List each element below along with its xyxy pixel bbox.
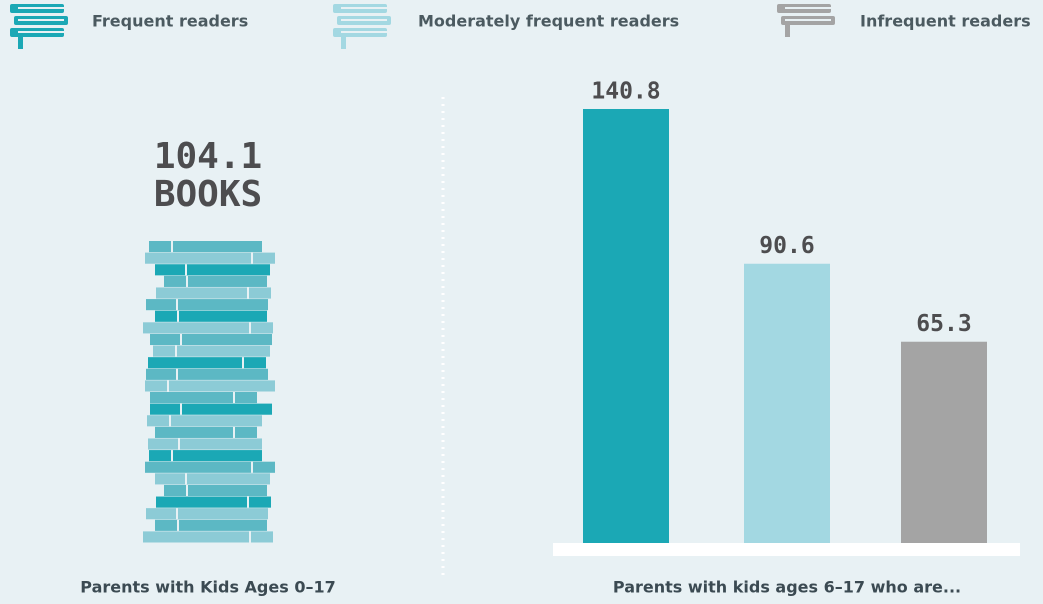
- baseline: [553, 543, 1020, 556]
- legend-icon: [341, 37, 346, 49]
- book: [145, 252, 275, 264]
- book-spine: [167, 380, 169, 392]
- book-spine: [177, 310, 179, 322]
- legend-icon: [18, 19, 64, 21]
- book: [164, 275, 267, 287]
- book-stack: [143, 241, 275, 543]
- book-spine: [171, 450, 173, 462]
- legend-label: Moderately frequent readers: [418, 12, 679, 31]
- legend-label: Infrequent readers: [860, 12, 1031, 31]
- book: [148, 438, 262, 450]
- legend-icon: [18, 37, 23, 49]
- legend-icon: [341, 7, 387, 9]
- legend-icon: [341, 19, 387, 21]
- book-spine: [186, 275, 188, 287]
- left-caption: Parents with Kids Ages 0–17: [80, 578, 335, 597]
- bar: [583, 109, 669, 543]
- book: [148, 357, 266, 369]
- legend-icon: [341, 31, 387, 33]
- book-spine: [249, 322, 251, 334]
- book-spine: [180, 333, 182, 346]
- legend-icon: [785, 7, 831, 9]
- value-label: 65.3: [916, 311, 971, 337]
- book-spine: [186, 484, 188, 497]
- book: [155, 473, 270, 485]
- book-spine: [176, 299, 178, 311]
- books-unit: BOOKS: [154, 174, 262, 215]
- book-spine: [177, 519, 179, 531]
- book-spine: [247, 287, 249, 299]
- bar: [744, 263, 830, 543]
- legend-label: Frequent readers: [92, 12, 248, 31]
- book-spine: [176, 508, 178, 520]
- bar: [901, 341, 987, 543]
- legend-icon: [785, 25, 790, 37]
- book: [149, 450, 262, 462]
- book-spine: [171, 241, 173, 253]
- book-spine: [169, 415, 171, 427]
- book-spine: [185, 473, 187, 485]
- chart-caption: Parents with kids ages 6–17 who are...: [613, 578, 961, 597]
- book-spine: [251, 252, 253, 264]
- book: [156, 287, 271, 299]
- book-spine: [233, 392, 235, 404]
- book-spine: [178, 438, 180, 450]
- book: [149, 241, 262, 253]
- books-count: 104.1: [154, 136, 262, 177]
- book: [156, 496, 271, 508]
- book: [153, 345, 270, 357]
- book: [146, 508, 268, 520]
- value-label: 140.8: [591, 79, 660, 105]
- book-spine: [176, 368, 178, 380]
- book: [145, 380, 275, 392]
- book: [145, 461, 275, 473]
- book-spine: [251, 461, 253, 473]
- book-spine: [249, 531, 251, 543]
- book-spine: [175, 345, 177, 357]
- book-spine: [233, 426, 235, 438]
- book: [155, 519, 267, 531]
- value-label: 90.6: [759, 233, 814, 259]
- book: [143, 531, 273, 543]
- legend-icon: [785, 19, 831, 21]
- legend-icon: [18, 7, 64, 9]
- book: [155, 264, 270, 276]
- book: [155, 310, 267, 322]
- book: [150, 333, 272, 346]
- book: [150, 392, 257, 404]
- book-spine: [242, 357, 244, 369]
- book: [155, 426, 257, 438]
- book-spine: [185, 264, 187, 276]
- book-spine: [180, 403, 182, 415]
- book: [150, 403, 272, 415]
- book-spine: [247, 496, 249, 508]
- book: [146, 299, 268, 311]
- book: [164, 484, 267, 497]
- book: [143, 322, 273, 334]
- book: [146, 368, 268, 380]
- book: [147, 415, 262, 427]
- legend-icon: [18, 31, 64, 33]
